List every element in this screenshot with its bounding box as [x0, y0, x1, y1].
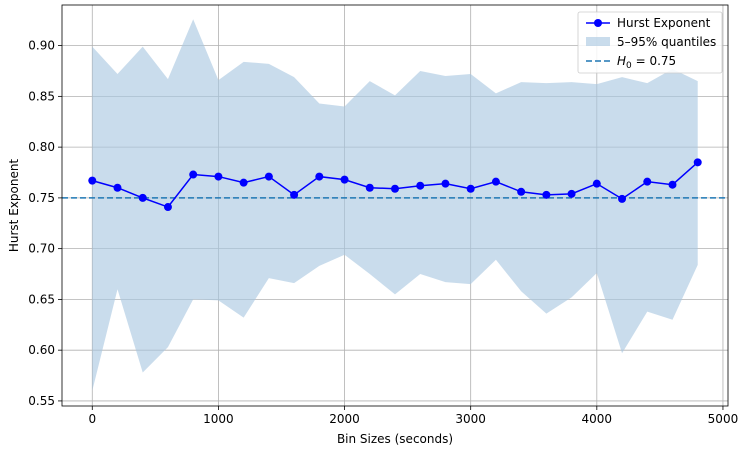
y-tick-label: 0.85 — [28, 89, 55, 103]
x-tick-label: 5000 — [708, 412, 739, 426]
data-point — [315, 172, 324, 181]
y-tick-label: 0.90 — [28, 39, 55, 53]
data-point — [189, 170, 198, 179]
data-point — [391, 184, 399, 193]
data-point — [618, 194, 627, 203]
data-point — [491, 177, 500, 186]
data-point — [113, 183, 122, 192]
x-tick-label: 3000 — [455, 412, 486, 426]
data-point — [163, 203, 172, 212]
legend-band-swatch — [586, 37, 610, 46]
data-point — [365, 183, 374, 192]
legend: Hurst Exponent 5–95% quantiles H0 = 0.75 — [577, 11, 723, 74]
legend-label-quantiles: 5–95% quantiles — [617, 35, 716, 49]
legend-label-hurst: Hurst Exponent — [617, 16, 711, 30]
legend-box — [577, 11, 723, 74]
x-axis-ticks: 0 1000 2000 3000 4000 5000 — [88, 406, 738, 426]
quantile-band — [92, 19, 698, 391]
y-tick-label: 0.60 — [28, 343, 55, 357]
legend-label-reference: H0 = 0.75 — [617, 54, 676, 71]
data-point — [138, 193, 147, 202]
data-point — [441, 179, 450, 188]
data-point — [668, 180, 677, 189]
legend-marker-swatch — [594, 19, 602, 27]
data-point — [214, 172, 223, 181]
y-axis-label: Hurst Exponent — [7, 159, 21, 253]
data-point — [517, 187, 526, 196]
data-point — [567, 189, 576, 198]
y-tick-label: 0.55 — [28, 394, 55, 408]
x-tick-label: 2000 — [329, 412, 360, 426]
y-tick-label: 0.75 — [28, 191, 55, 205]
y-tick-label: 0.70 — [28, 242, 55, 256]
y-tick-label: 0.80 — [28, 140, 55, 154]
x-tick-label: 0 — [88, 412, 96, 426]
data-point — [693, 158, 702, 167]
data-point — [592, 179, 601, 188]
data-point — [643, 177, 652, 186]
plot-frame — [61, 4, 729, 407]
y-axis-ticks: 0.55 0.60 0.65 0.70 0.75 0.80 0.85 0.90 — [28, 39, 62, 408]
data-point — [264, 172, 273, 181]
data-point — [290, 190, 299, 199]
data-point — [542, 190, 551, 199]
data-point — [416, 181, 425, 190]
hurst-markers — [88, 158, 702, 212]
data-point — [239, 178, 248, 187]
data-point — [466, 184, 475, 193]
x-axis-label: Bin Sizes (seconds) — [337, 432, 453, 446]
data-point — [340, 175, 349, 184]
data-point — [88, 176, 97, 185]
y-tick-label: 0.65 — [28, 292, 55, 306]
x-tick-label: 4000 — [582, 412, 613, 426]
x-tick-label: 1000 — [203, 412, 234, 426]
